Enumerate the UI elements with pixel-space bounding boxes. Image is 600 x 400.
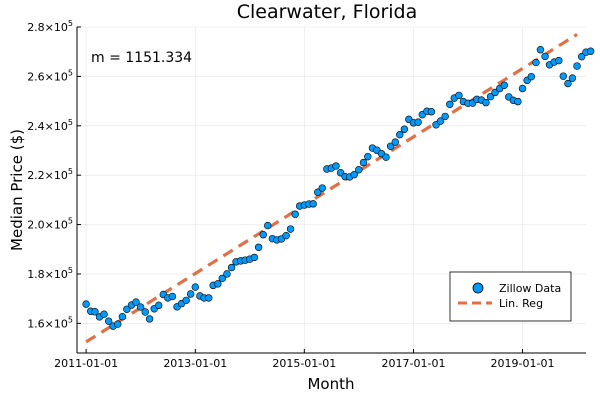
data-point <box>486 92 495 101</box>
data-point <box>396 130 404 139</box>
chart-title: Clearwater, Florida <box>237 1 418 23</box>
axes <box>76 27 586 354</box>
data-point <box>559 72 567 80</box>
data-point <box>400 125 409 133</box>
x-tick-label: 2011-01-01 <box>54 357 118 370</box>
y-axis-label: Median Price ($) <box>8 129 26 251</box>
data-point <box>264 221 272 230</box>
data-point <box>359 158 368 167</box>
data-point <box>527 72 536 81</box>
data-point <box>223 270 231 278</box>
grid-lines <box>77 26 586 353</box>
data-point <box>123 305 131 313</box>
data-point <box>141 308 149 316</box>
x-axis-label: Month <box>307 375 354 393</box>
y-ticks: 1.6×105 1.8×105 2.0×105 2.2×105 2.4×105 2.6×1… <box>27 19 81 330</box>
data-point <box>455 91 463 100</box>
y-tick-label: 2.4×105 <box>27 118 73 133</box>
data-point <box>586 47 595 55</box>
legend-label-zillow: Zillow Data <box>499 282 561 295</box>
data-point <box>214 280 222 288</box>
y-tick-label: 2.6×105 <box>27 68 73 83</box>
data-point <box>182 296 190 305</box>
data-point <box>104 317 113 325</box>
data-point <box>364 152 372 161</box>
data-point <box>536 46 545 54</box>
data-point <box>541 52 549 61</box>
slope-annotation: m = 1151.334 <box>91 50 192 66</box>
data-point <box>191 283 199 291</box>
data-point <box>91 308 99 316</box>
data-point <box>332 162 340 170</box>
data-point <box>382 153 390 161</box>
y-tick-label: 2.2×105 <box>27 167 73 182</box>
data-point <box>482 98 490 107</box>
data-point <box>291 210 299 218</box>
data-point <box>82 300 90 308</box>
data-points-series <box>82 46 595 330</box>
regression-line <box>85 33 578 344</box>
data-point <box>532 58 540 67</box>
data-point <box>309 200 317 208</box>
x-tick-label: 2019-01-01 <box>491 357 555 370</box>
data-point <box>132 298 140 306</box>
data-point <box>145 315 154 323</box>
data-point <box>218 274 227 283</box>
regression-line-series <box>85 33 578 344</box>
y-tick-label: 1.6×105 <box>27 315 73 330</box>
data-point <box>500 81 509 89</box>
data-point <box>286 225 295 233</box>
legend-marker-zillow <box>472 282 484 294</box>
data-point <box>386 142 395 150</box>
data-point <box>555 56 563 65</box>
data-point <box>118 312 127 321</box>
legend-box <box>449 271 572 322</box>
data-point <box>427 108 436 116</box>
data-point <box>250 253 259 262</box>
x-tick-label: 2017-01-01 <box>382 357 446 370</box>
data-point <box>314 188 322 196</box>
data-point <box>114 320 122 328</box>
y-tick-label: 2.0×105 <box>27 217 73 232</box>
data-point <box>446 100 454 109</box>
data-point <box>318 184 326 192</box>
y-tick-label: 1.8×105 <box>27 266 73 281</box>
data-point <box>518 84 527 93</box>
x-ticks: 2011-01-01 2013-01-01 2015-01-01 2017-01-01… <box>54 349 554 370</box>
data-point <box>136 303 145 311</box>
data-point <box>441 112 449 121</box>
legend: Zillow Data Lin. Reg <box>449 271 572 322</box>
data-point <box>350 170 358 179</box>
data-point <box>564 79 572 88</box>
data-point <box>577 52 586 61</box>
x-tick-label: 2015-01-01 <box>272 357 336 370</box>
legend-label-regression: Lin. Reg <box>499 297 543 310</box>
data-point <box>168 292 177 301</box>
data-point <box>573 62 581 70</box>
data-point <box>205 294 213 302</box>
data-point <box>391 138 399 146</box>
data-point <box>568 74 577 82</box>
data-point <box>100 310 108 318</box>
data-point <box>259 231 267 239</box>
y-tick-label: 2.8×105 <box>27 19 73 34</box>
data-point <box>154 301 163 310</box>
data-point <box>282 231 290 240</box>
data-point <box>514 97 522 106</box>
x-tick-label: 2013-01-01 <box>163 357 227 370</box>
data-point <box>186 290 195 298</box>
data-point <box>254 243 263 251</box>
data-point <box>414 118 422 126</box>
data-point <box>355 166 363 174</box>
data-point <box>227 263 236 272</box>
data-point <box>436 117 445 125</box>
